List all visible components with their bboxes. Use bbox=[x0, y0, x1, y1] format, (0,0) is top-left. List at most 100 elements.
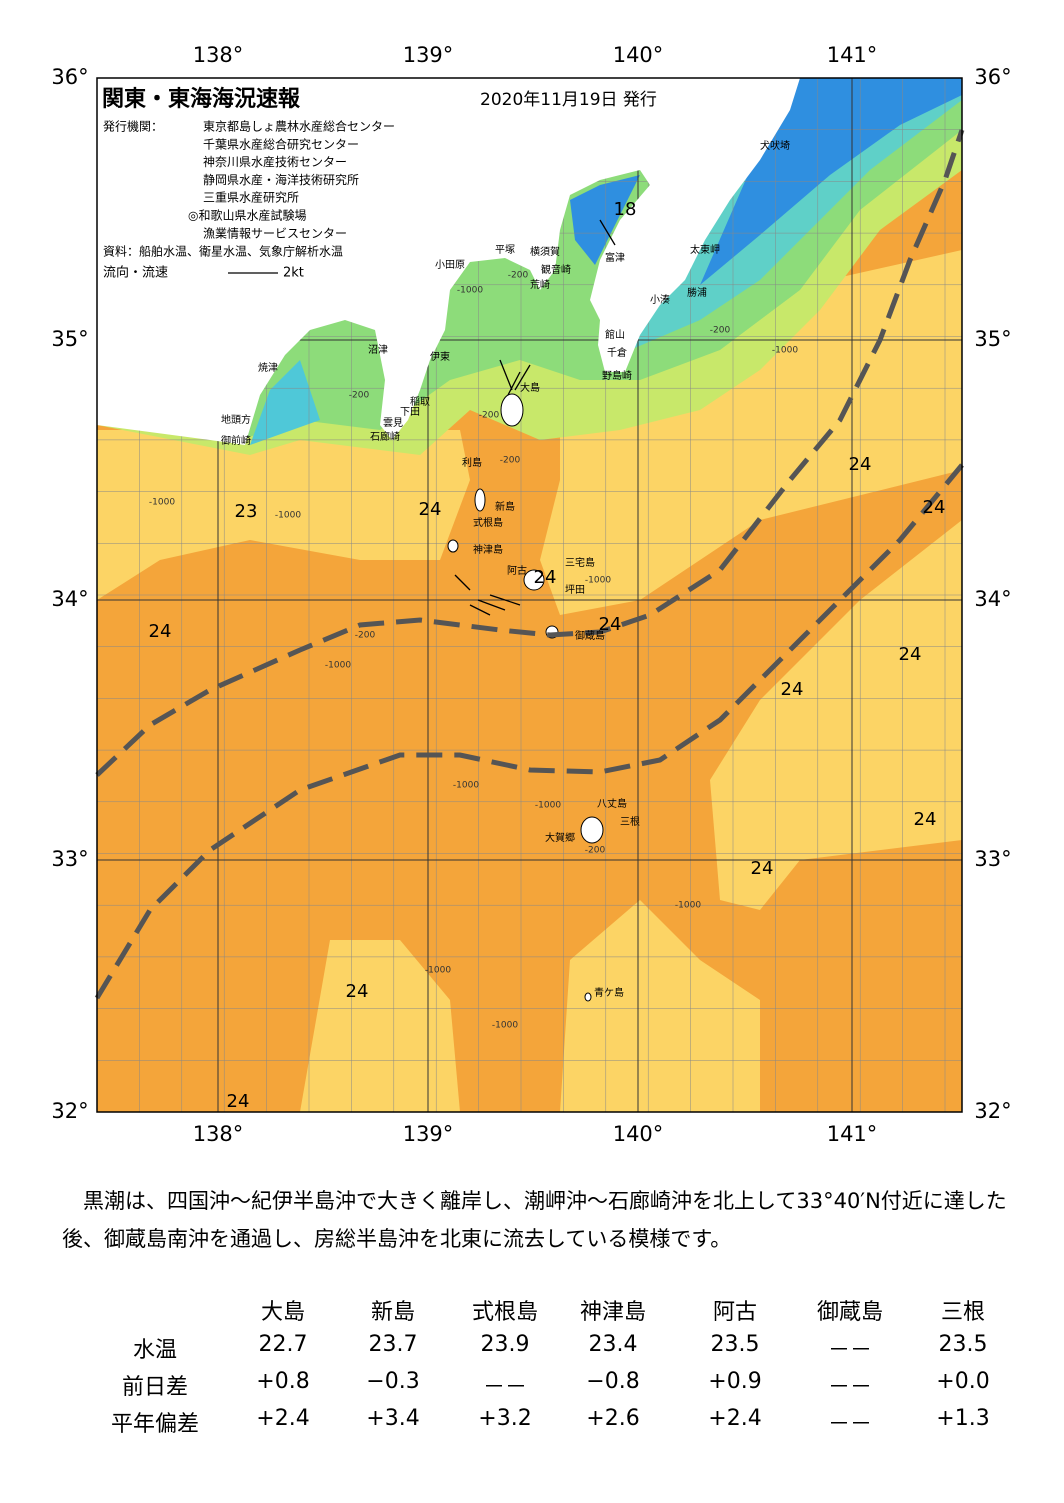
table-value: 23.7 bbox=[368, 1332, 418, 1357]
lon-label: 140° bbox=[613, 43, 664, 67]
issuer: ◎和歌山県水産試験場 bbox=[188, 208, 306, 223]
place-name: 御蔵島 bbox=[575, 629, 605, 642]
bay-water bbox=[250, 360, 320, 445]
source: 資料：船舶水温、衛星水温、気象庁解析水温 bbox=[103, 244, 343, 259]
depth-label: -1000 bbox=[585, 576, 611, 586]
depth-label: -200 bbox=[355, 631, 376, 641]
issuer: 静岡県水産・海洋技術研究所 bbox=[203, 172, 359, 187]
place-name: 神津島 bbox=[473, 543, 503, 556]
row-label: 平年偏差 bbox=[110, 1412, 199, 1437]
place-name: 三宅島 bbox=[565, 556, 595, 569]
depth-label: -1000 bbox=[535, 801, 561, 811]
place-name: 下田 bbox=[400, 407, 420, 418]
issuer: 東京都島しょ農林水産総合センター bbox=[203, 119, 395, 134]
place-name: 利島 bbox=[462, 456, 482, 469]
lat-label: 32° bbox=[974, 1099, 1011, 1123]
place-name: 横須賀 bbox=[530, 245, 560, 258]
legend-label: 流向・流速 bbox=[103, 265, 168, 281]
lon-label: 141° bbox=[827, 1122, 878, 1146]
place-name: 平塚 bbox=[495, 244, 515, 256]
island bbox=[447, 539, 459, 553]
place-name: 坪田 bbox=[565, 583, 585, 596]
temperature-label: 24 bbox=[849, 454, 872, 475]
islands bbox=[447, 393, 604, 1002]
current-arrow bbox=[507, 371, 521, 396]
kuroshio-axis bbox=[94, 463, 964, 1000]
depth-label: -200 bbox=[500, 456, 521, 466]
temperature-label: 24 bbox=[751, 858, 774, 879]
depth-label: -200 bbox=[710, 326, 731, 336]
depth-label: -1000 bbox=[453, 781, 479, 791]
place-name: 地頭方 bbox=[221, 413, 251, 426]
lat-label: 35° bbox=[974, 327, 1011, 351]
temperature-label: 24 bbox=[923, 497, 946, 518]
lat-label: 36° bbox=[51, 65, 88, 89]
island bbox=[580, 816, 604, 844]
cold-water bbox=[630, 78, 962, 350]
table-value: 22.7 bbox=[258, 1332, 308, 1357]
temperature-label: 23 bbox=[235, 501, 258, 522]
cool-water bbox=[300, 940, 460, 1112]
row-label: 前日差 bbox=[121, 1375, 188, 1400]
cool-water bbox=[97, 430, 470, 600]
table-value: +2.4 bbox=[708, 1406, 762, 1431]
lat-label: 33° bbox=[974, 847, 1011, 871]
place-name: 観音崎 bbox=[541, 263, 571, 276]
lat-label: 34° bbox=[974, 587, 1011, 611]
temperature-label: 24 bbox=[346, 981, 369, 1002]
bay-water bbox=[570, 175, 640, 265]
temperature-label: 18 bbox=[614, 199, 637, 220]
lat-label: 33° bbox=[51, 847, 88, 871]
table-value: －－ bbox=[827, 1338, 872, 1363]
place-name: 勝浦 bbox=[687, 286, 707, 299]
lat-label: 32° bbox=[51, 1099, 88, 1123]
place-name: 小田原 bbox=[435, 259, 465, 271]
issuer: 三重県水産研究所 bbox=[203, 190, 299, 205]
lat-label: 35° bbox=[51, 327, 88, 351]
depth-label: -1000 bbox=[275, 511, 301, 521]
place-name: 阿古 bbox=[507, 564, 527, 577]
place-name: 犬吠埼 bbox=[760, 139, 790, 152]
depth-label: -1000 bbox=[492, 1021, 518, 1031]
current-arrow bbox=[499, 359, 513, 391]
temperature-label: 24 bbox=[599, 614, 622, 635]
table-value: 23.5 bbox=[710, 1332, 760, 1357]
table-value: +2.6 bbox=[586, 1406, 640, 1431]
place-name: 三根 bbox=[620, 815, 640, 828]
temperature-label: 24 bbox=[781, 679, 804, 700]
place-name: 大賀郷 bbox=[545, 831, 575, 844]
lat-label: 36° bbox=[974, 65, 1011, 89]
table-value: 23.4 bbox=[588, 1332, 638, 1357]
map: 関東・東海海況速報 2020年11月19日 発行 発行機関： 資料：船舶水温、衛… bbox=[51, 43, 1011, 1146]
table-value: +0.0 bbox=[936, 1369, 990, 1394]
depth-label: -1000 bbox=[772, 346, 798, 356]
lon-label: 138° bbox=[193, 1122, 244, 1146]
map-frame bbox=[96, 77, 963, 1113]
temperature-label: 24 bbox=[227, 1091, 250, 1112]
table-value: 23.5 bbox=[938, 1332, 988, 1357]
depth-label: -200 bbox=[585, 846, 606, 856]
column-header: 御蔵島 bbox=[816, 1300, 883, 1325]
place-name: 小湊 bbox=[650, 293, 670, 306]
lon-label: 139° bbox=[403, 1122, 454, 1146]
island bbox=[500, 393, 524, 427]
place-name: 荒崎 bbox=[530, 278, 550, 291]
issuer-label: 発行機関： bbox=[103, 119, 163, 134]
issuer: 神奈川県水産技術センター bbox=[203, 154, 347, 169]
island bbox=[584, 992, 592, 1002]
issue-date: 2020年11月19日 発行 bbox=[480, 90, 657, 110]
current-vectors bbox=[228, 219, 616, 616]
lon-label: 140° bbox=[613, 1122, 664, 1146]
table-value: －－ bbox=[827, 1375, 872, 1400]
island bbox=[474, 488, 486, 512]
current-arrow bbox=[489, 594, 521, 606]
place-name: 御前崎 bbox=[221, 434, 251, 447]
place-name: 富津 bbox=[605, 251, 625, 264]
place-name: 稲取 bbox=[410, 396, 430, 408]
lon-label: 138° bbox=[193, 43, 244, 67]
table-value: －－ bbox=[827, 1412, 872, 1437]
table-value: −0.3 bbox=[366, 1369, 420, 1394]
temperature-label: 24 bbox=[419, 499, 442, 520]
temperature-label: 24 bbox=[149, 621, 172, 642]
